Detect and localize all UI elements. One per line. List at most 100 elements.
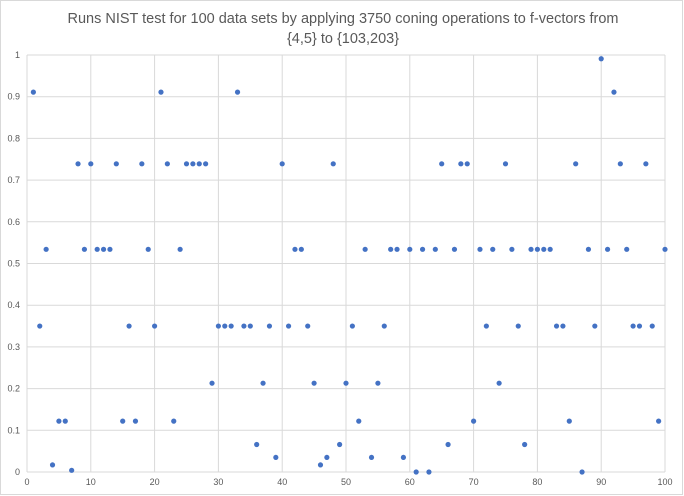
y-tick-label: 0.7 bbox=[7, 175, 20, 185]
data-point bbox=[100, 246, 107, 252]
data-point bbox=[419, 246, 426, 252]
data-point bbox=[394, 246, 400, 252]
data-point bbox=[553, 323, 560, 329]
y-tick-label: 0.1 bbox=[7, 425, 20, 435]
data-point bbox=[630, 323, 636, 329]
data-point bbox=[662, 246, 668, 252]
data-point bbox=[598, 56, 604, 62]
data-point bbox=[477, 246, 483, 252]
x-tick-label: 40 bbox=[277, 477, 287, 487]
y-tick-label: 0.4 bbox=[7, 300, 20, 310]
data-point bbox=[203, 161, 209, 167]
data-point bbox=[298, 246, 304, 252]
data-point bbox=[145, 246, 151, 252]
data-point bbox=[37, 323, 43, 329]
data-point bbox=[649, 323, 655, 329]
data-point bbox=[190, 161, 196, 167]
y-tick-label: 0.2 bbox=[7, 384, 20, 394]
data-point bbox=[522, 441, 528, 448]
data-point bbox=[183, 161, 190, 167]
data-point bbox=[273, 454, 279, 461]
data-point bbox=[541, 246, 547, 252]
data-point bbox=[88, 161, 94, 167]
data-point bbox=[496, 380, 502, 386]
data-point bbox=[279, 161, 285, 167]
data-point bbox=[152, 323, 158, 329]
data-point bbox=[49, 462, 56, 468]
x-tick-label: 100 bbox=[657, 477, 672, 487]
data-point bbox=[81, 246, 88, 252]
data-point bbox=[177, 246, 183, 252]
data-point bbox=[228, 323, 234, 329]
data-point bbox=[604, 246, 611, 252]
data-point bbox=[445, 441, 451, 448]
data-point bbox=[483, 323, 489, 329]
data-point bbox=[388, 246, 394, 252]
data-point bbox=[222, 323, 228, 329]
data-point bbox=[196, 161, 202, 167]
x-tick-label: 70 bbox=[469, 477, 479, 487]
data-point bbox=[56, 418, 62, 424]
x-tick-label: 10 bbox=[86, 477, 96, 487]
data-point bbox=[585, 246, 592, 252]
data-point bbox=[292, 246, 298, 252]
data-point bbox=[234, 89, 241, 95]
data-point bbox=[400, 454, 407, 461]
data-point bbox=[362, 246, 368, 252]
x-tick-label: 0 bbox=[24, 477, 29, 487]
data-point bbox=[305, 323, 311, 329]
x-tick-label: 60 bbox=[405, 477, 415, 487]
y-tick-label: 0.8 bbox=[7, 133, 20, 143]
data-point bbox=[241, 323, 247, 329]
data-point bbox=[132, 418, 139, 424]
data-point bbox=[592, 323, 598, 329]
x-tick-label: 30 bbox=[213, 477, 223, 487]
data-point bbox=[375, 380, 381, 386]
data-point bbox=[413, 469, 419, 475]
data-point bbox=[311, 380, 317, 386]
data-point bbox=[171, 418, 177, 424]
data-point bbox=[247, 323, 253, 329]
data-point bbox=[94, 246, 100, 252]
chart-title: Runs NIST test for 100 data sets by appl… bbox=[67, 11, 619, 47]
data-point bbox=[458, 161, 464, 167]
data-point bbox=[30, 89, 36, 95]
data-point bbox=[69, 467, 75, 473]
data-point bbox=[502, 161, 509, 167]
data-point bbox=[439, 161, 445, 167]
data-point bbox=[266, 323, 273, 329]
data-point bbox=[260, 380, 266, 386]
data-point bbox=[566, 418, 572, 424]
data-point bbox=[617, 161, 623, 167]
data-point bbox=[636, 323, 643, 329]
data-point bbox=[349, 323, 355, 329]
data-point bbox=[611, 89, 617, 95]
x-tick-label: 50 bbox=[341, 477, 351, 487]
data-point bbox=[573, 161, 579, 167]
data-point bbox=[451, 246, 458, 252]
y-tick-label: 0 bbox=[15, 467, 20, 477]
data-point bbox=[215, 323, 221, 329]
data-point bbox=[547, 246, 553, 252]
data-point bbox=[120, 418, 126, 424]
data-point bbox=[209, 380, 215, 386]
data-point bbox=[656, 418, 662, 424]
data-point bbox=[107, 246, 113, 252]
x-tick-label: 80 bbox=[532, 477, 542, 487]
y-tick-label: 0.5 bbox=[7, 259, 20, 269]
x-tick-label: 90 bbox=[596, 477, 606, 487]
data-point bbox=[509, 246, 515, 252]
data-point bbox=[426, 469, 432, 475]
data-point bbox=[368, 454, 375, 461]
y-tick-label: 0.3 bbox=[7, 342, 20, 352]
data-point bbox=[164, 161, 170, 167]
data-point bbox=[75, 161, 81, 167]
data-point bbox=[432, 246, 438, 252]
y-tick-label: 0.9 bbox=[7, 92, 20, 102]
data-point bbox=[490, 246, 496, 252]
y-tick-label: 0.6 bbox=[7, 217, 20, 227]
data-point bbox=[254, 441, 260, 448]
data-point bbox=[407, 246, 413, 252]
